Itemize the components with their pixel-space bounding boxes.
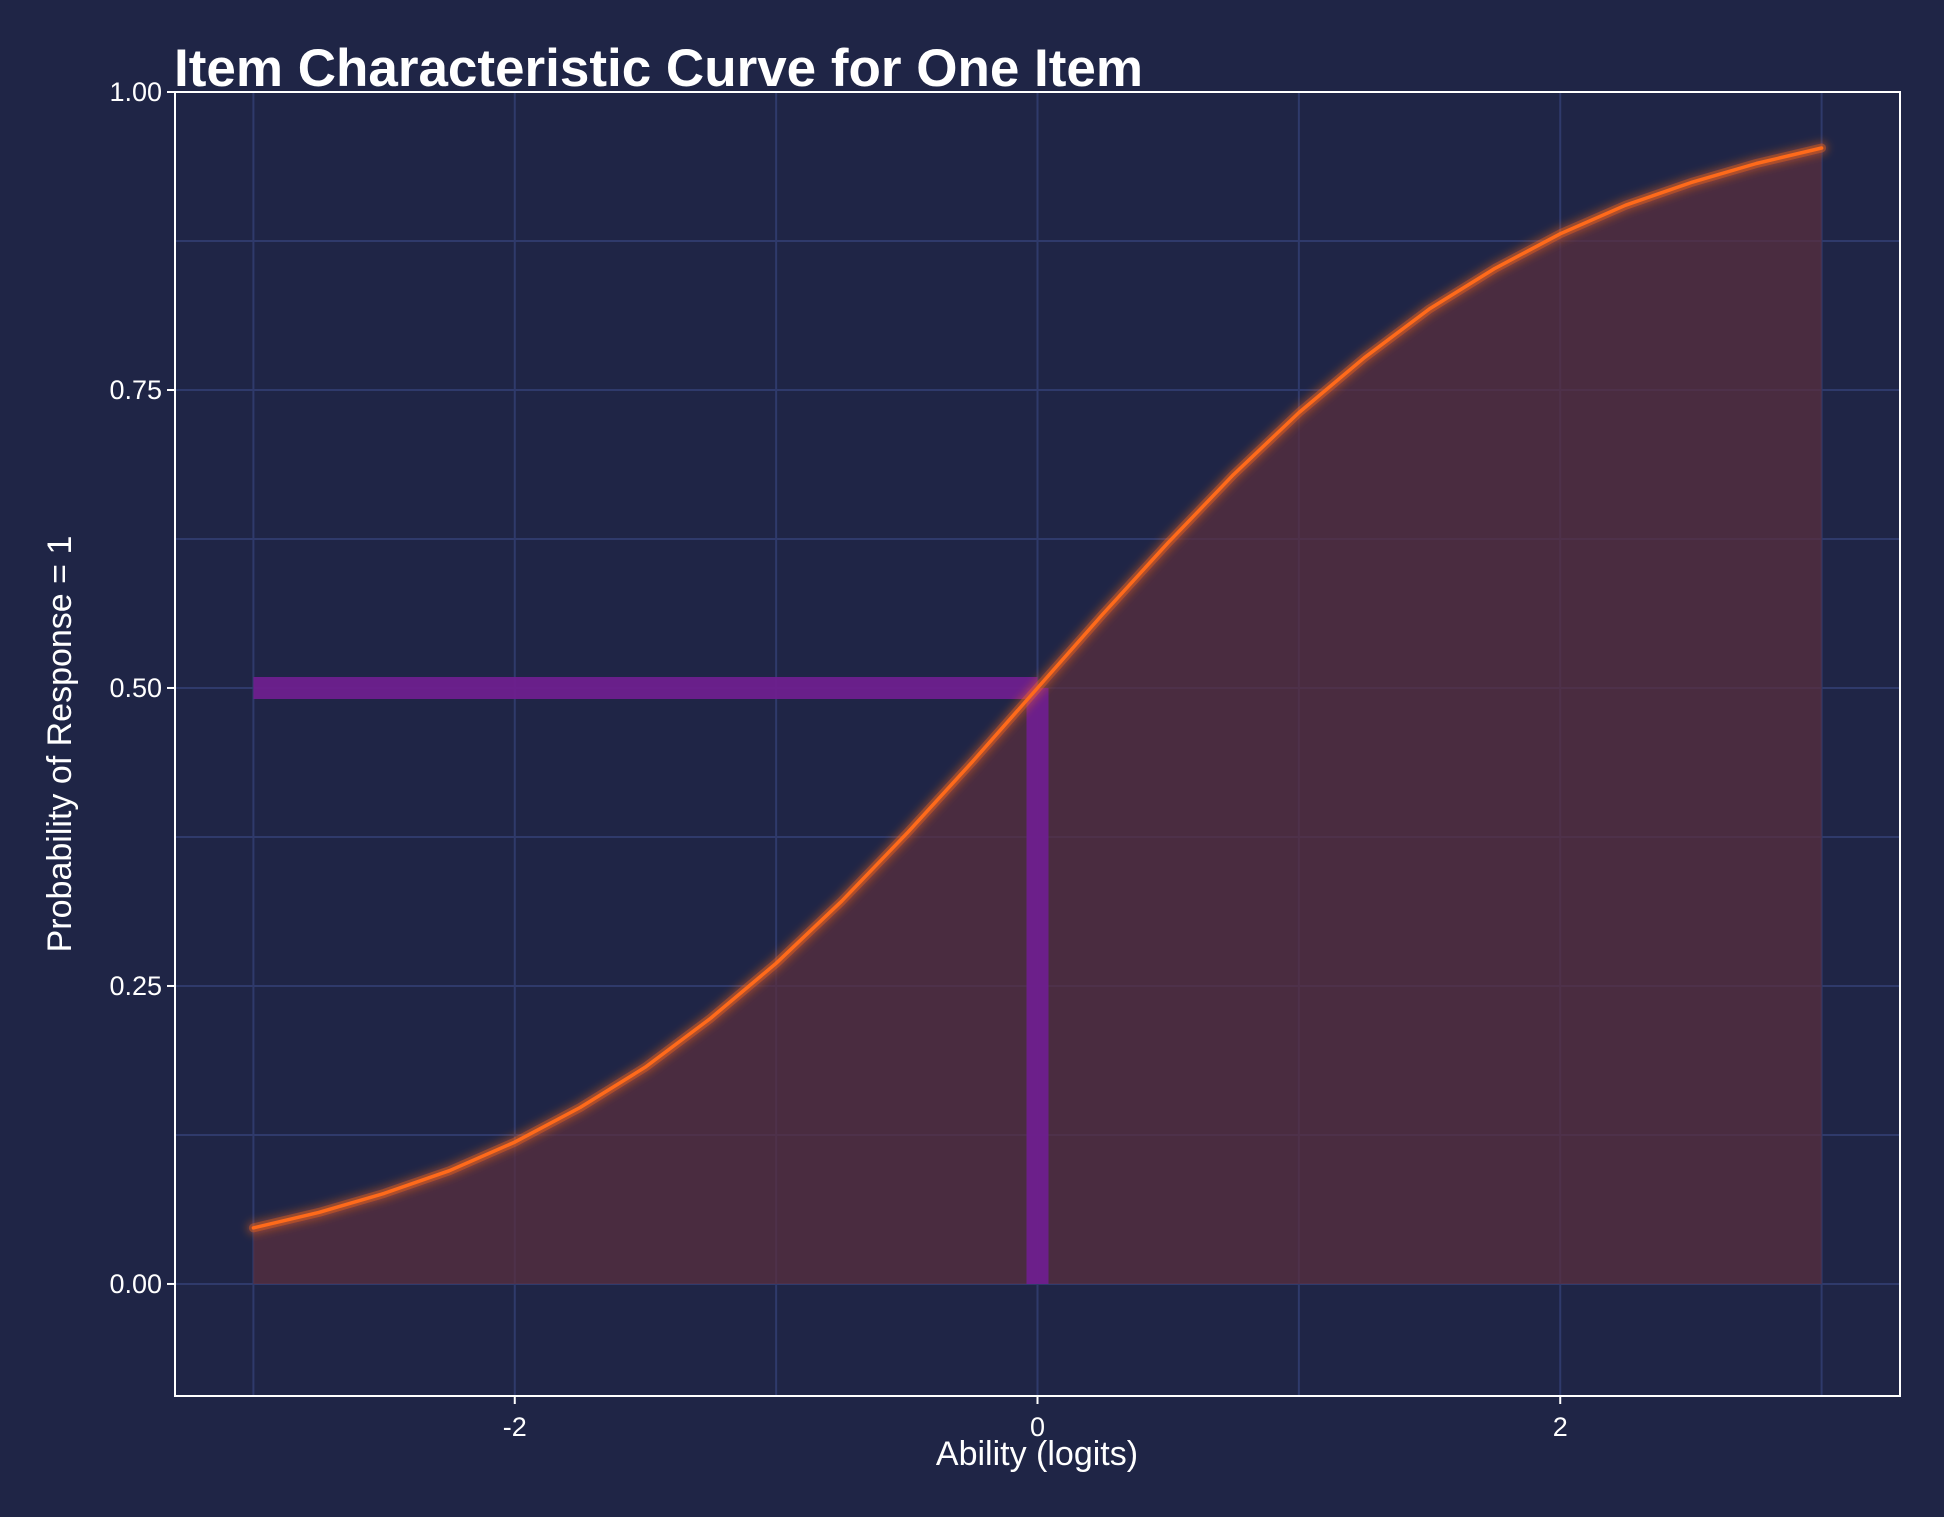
y-tick-label: 0.00 [109,1269,162,1299]
curve-point [1754,162,1758,165]
y-tick-label: 0.50 [109,673,162,703]
axes-layer: -2 0 2 0.00 0.25 0.50 0.75 1.00 [109,77,1901,1442]
text-layer: Item Characteristic Curve for One Item A… [41,39,1143,1473]
curve-layer [246,141,1829,1235]
x-tick-label: 2 [1553,1412,1568,1442]
curve-point [644,1065,647,1069]
curve-point [970,760,974,764]
curve-point [1297,411,1301,415]
curve-point [1362,356,1366,360]
curve-point [1166,541,1170,545]
reference-lines-layer [253,676,1049,1284]
curve-point [1428,307,1431,311]
y-tick-label: 0.25 [109,971,162,1001]
curve-point [447,1169,451,1173]
y-axis-label: Probability of Response = 1 [41,536,79,953]
curve-point [1689,181,1693,185]
curve-point [1036,686,1039,690]
curve-point [1232,473,1235,477]
x-tick-label: 0 [1030,1412,1045,1442]
curve-point [1101,612,1105,616]
curve-point [513,1140,517,1144]
x-axis-label: Ability (logits) [936,1435,1138,1473]
curve-point [840,899,843,903]
curve-point [774,961,778,965]
curve-point [317,1210,321,1214]
curve-point [251,1226,255,1230]
curve-point [1493,266,1497,270]
curve-point [578,1106,582,1109]
curve-point [1820,146,1824,150]
chart-title: Item Characteristic Curve for One Item [174,39,1143,98]
curve-point [905,831,909,835]
y-tick-label: 0.75 [109,375,162,405]
curve-point [709,1016,713,1020]
curve-point [1624,203,1628,207]
curve-point [1558,232,1562,236]
x-tick-label: -2 [503,1412,527,1442]
curve-point [382,1191,386,1195]
y-tick-label: 1.00 [109,77,162,107]
